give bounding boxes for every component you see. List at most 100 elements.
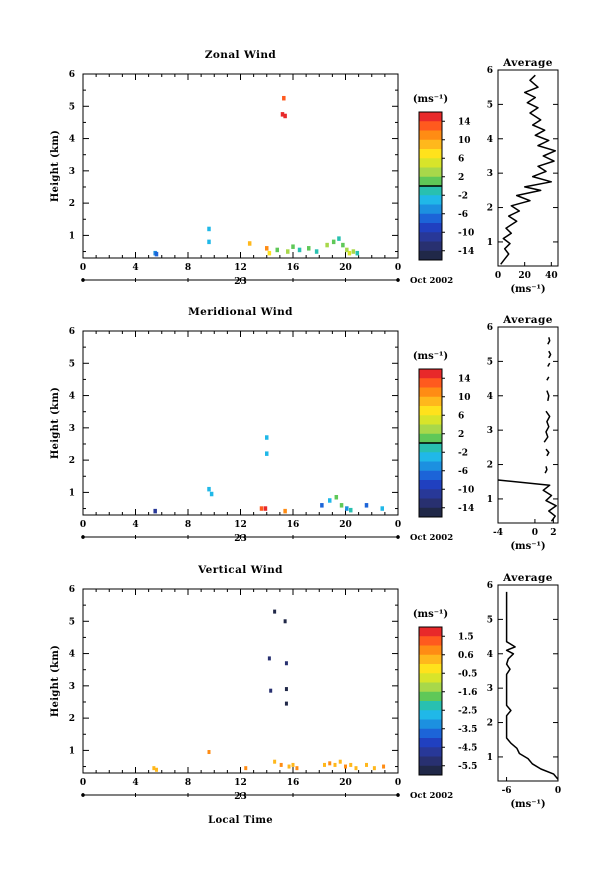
data-point xyxy=(282,95,286,101)
ytick-label: 5 xyxy=(69,359,75,369)
data-point xyxy=(280,112,285,117)
average-profile-segment xyxy=(548,350,552,359)
average-xtick-label: 0 xyxy=(532,528,538,538)
colorbar-segment xyxy=(419,424,442,435)
day-bar-end xyxy=(396,535,400,539)
colorbar-segment xyxy=(419,158,442,168)
data-point xyxy=(283,113,287,119)
data-point xyxy=(283,619,287,624)
average-ytick-label: 3 xyxy=(487,426,493,436)
colorbar-segment xyxy=(419,369,442,379)
ytick-label: 2 xyxy=(69,199,75,209)
average-xtick-label: 20 xyxy=(518,271,531,281)
y-axis-label: Height (km) xyxy=(50,387,61,459)
average-ytick-label: 2 xyxy=(487,719,493,729)
day-bar-end xyxy=(396,793,400,797)
colorbar-segment xyxy=(419,415,442,425)
average-ytick-label: 6 xyxy=(487,581,493,591)
colorbar-segment xyxy=(419,121,442,131)
data-point xyxy=(273,759,277,764)
data-point xyxy=(153,508,157,514)
data-point xyxy=(328,761,332,766)
data-point xyxy=(154,251,159,257)
data-point xyxy=(331,239,336,245)
average-ytick-label: 1 xyxy=(487,238,493,248)
data-point xyxy=(365,762,368,767)
data-point xyxy=(279,762,283,767)
data-point xyxy=(267,656,271,661)
xtick-label: 20 xyxy=(339,263,352,273)
date-label: Oct 2002 xyxy=(410,276,453,286)
colorbar-tick-label: -4.5 xyxy=(458,743,477,753)
day-bar-end xyxy=(81,278,85,282)
average-profile-segment xyxy=(547,362,551,367)
colorbar-segment xyxy=(419,250,442,261)
colorbar-tick-label: -14 xyxy=(458,504,474,514)
data-point xyxy=(349,762,353,767)
colorbar-segment xyxy=(419,498,442,509)
data-point xyxy=(334,494,339,500)
data-point xyxy=(247,241,252,246)
xtick-label: 0 xyxy=(80,263,86,273)
average-frame xyxy=(497,584,559,782)
average-profile-segment xyxy=(547,337,551,345)
day-label: 23 xyxy=(234,792,247,802)
ytick-label: 6 xyxy=(69,585,75,595)
colorbar-segment xyxy=(419,682,442,693)
colorbar-tick-label: 14 xyxy=(458,117,471,127)
colorbar-segment xyxy=(419,691,442,702)
x-axis-label: Local Time xyxy=(208,815,273,826)
data-point xyxy=(351,249,356,254)
average-ytick-label: 1 xyxy=(487,495,493,505)
colorbar-tick-label: 14 xyxy=(458,374,471,384)
data-point xyxy=(287,764,291,769)
colorbar-tick-label: 2 xyxy=(458,430,464,440)
colorbar-segment xyxy=(419,636,442,646)
average-xlabel: (ms⁻¹) xyxy=(510,799,545,810)
average-ytick-label: 3 xyxy=(487,169,493,179)
colorbar-segment xyxy=(419,223,442,233)
ytick-label: 6 xyxy=(69,70,75,80)
colorbar-segment xyxy=(419,149,442,159)
data-point xyxy=(344,764,347,769)
colorbar-segment xyxy=(419,654,442,665)
colorbar-tick-label: -2.5 xyxy=(458,706,477,716)
average-ytick-label: 2 xyxy=(487,204,493,214)
data-point xyxy=(347,250,352,256)
colorbar-segment xyxy=(419,241,442,252)
ytick-label: 3 xyxy=(69,424,75,434)
colorbar-segment xyxy=(419,461,442,472)
average-profile-line xyxy=(497,479,557,522)
colorbar-tick-label: 10 xyxy=(458,136,471,146)
ytick-label: 1 xyxy=(69,746,75,756)
day-label: 23 xyxy=(234,277,247,287)
colorbar-segment xyxy=(419,765,442,776)
data-point xyxy=(323,762,326,767)
average-ytick-label: 4 xyxy=(487,650,493,660)
average-title: Average xyxy=(502,57,553,69)
colorbar-segment xyxy=(419,738,442,748)
colorbar-segment xyxy=(419,627,442,637)
xtick-label: 8 xyxy=(185,263,191,273)
colorbar-tick-label: -10 xyxy=(458,485,474,495)
colorbar-segment xyxy=(419,406,442,416)
data-point xyxy=(209,491,214,497)
data-point xyxy=(267,250,272,256)
average-ytick-label: 6 xyxy=(487,323,493,333)
colorbar-tick-label: 1.5 xyxy=(458,632,474,642)
data-point xyxy=(328,498,332,503)
colorbar-segment xyxy=(419,443,442,453)
xtick-label: 16 xyxy=(287,778,300,788)
average-xtick-label: -6 xyxy=(502,786,512,796)
average-ytick-label: 4 xyxy=(487,135,493,145)
data-point xyxy=(273,609,277,614)
average-ytick-label: 2 xyxy=(487,461,493,471)
data-point xyxy=(372,766,376,771)
plot-frame xyxy=(82,73,399,259)
data-point xyxy=(284,701,288,706)
average-profile-segment xyxy=(546,376,550,381)
data-point xyxy=(333,762,337,767)
colorbar-tick-label: -0.5 xyxy=(458,669,477,679)
